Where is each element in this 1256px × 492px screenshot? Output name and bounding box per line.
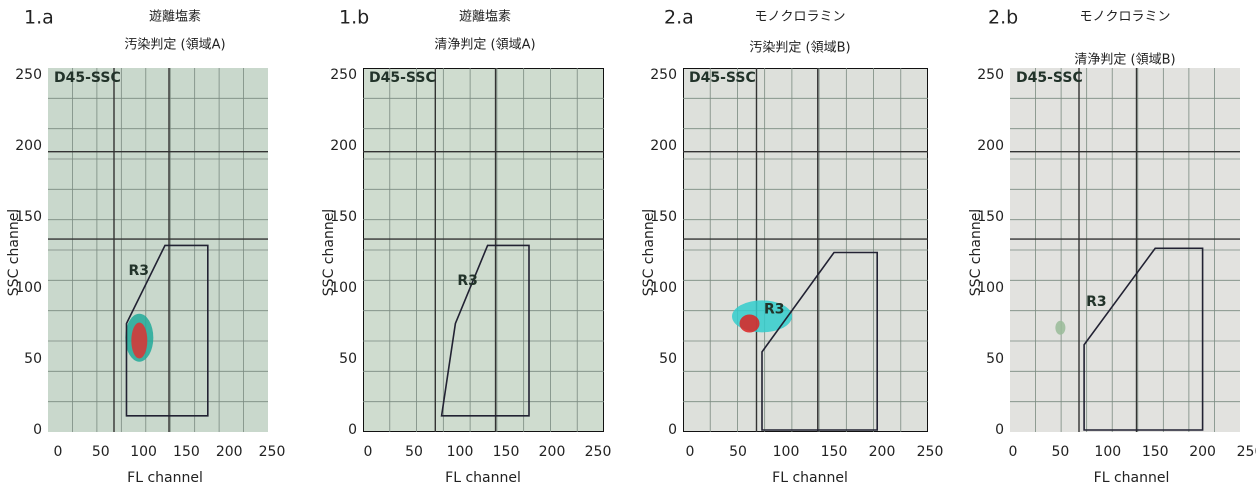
photo: D45-SSC R3 — [363, 68, 604, 432]
y-axis-label: SSC channel — [968, 209, 984, 296]
x-axis-label: FL channel — [127, 470, 203, 486]
x-tick-label: 0 — [1009, 444, 1018, 460]
x-tick-label: 100 — [130, 444, 157, 460]
x-tick-label: 250 — [1237, 444, 1256, 460]
event-cloud — [740, 315, 760, 333]
y-tick-label: 50 — [339, 351, 357, 367]
panel-label: 1.a — [24, 7, 54, 29]
event-cloud — [131, 323, 147, 359]
gate-label: R3 — [457, 273, 478, 289]
x-tick-label: 50 — [729, 444, 747, 460]
y-tick-label: 200 — [977, 138, 1004, 154]
y-tick-label: 0 — [995, 422, 1004, 438]
x-tick-label: 150 — [173, 444, 200, 460]
photo-label: D45-SSC — [54, 70, 121, 86]
x-tick-label: 100 — [773, 444, 800, 460]
photo: D45-SSC R3 — [1010, 68, 1240, 432]
y-tick-label: 0 — [668, 422, 677, 438]
x-tick-label: 0 — [364, 444, 373, 460]
y-tick-label: 50 — [659, 351, 677, 367]
y-tick-label: 250 — [15, 67, 42, 83]
title-line: 汚染判定 (領域B) — [749, 40, 850, 56]
x-tick-label: 250 — [259, 444, 286, 460]
photo-label: D45-SSC — [369, 70, 436, 86]
y-axis-label: SSC channel — [641, 209, 657, 296]
x-tick-label: 50 — [1051, 444, 1069, 460]
title-line: 清浄判定 (領域B) — [1074, 52, 1175, 68]
gate-label: R3 — [128, 263, 149, 279]
x-axis-label: FL channel — [445, 470, 521, 486]
panel-label: 2.a — [664, 7, 694, 29]
x-axis-label: FL channel — [772, 470, 848, 486]
x-tick-label: 250 — [917, 444, 944, 460]
x-tick-label: 150 — [1142, 444, 1169, 460]
y-tick-label: 50 — [24, 351, 42, 367]
x-tick-label: 100 — [447, 444, 474, 460]
y-tick-label: 200 — [650, 138, 677, 154]
x-tick-label: 200 — [869, 444, 896, 460]
event-cloud — [1055, 321, 1065, 335]
title-line: モノクロラミン — [1079, 10, 1170, 25]
photo-label: D45-SSC — [1016, 70, 1083, 86]
y-tick-label: 0 — [348, 422, 357, 438]
title-line: 清浄判定 (領域A) — [434, 37, 535, 53]
photo: D45-SSC R3 — [683, 68, 928, 432]
y-tick-label: 50 — [986, 351, 1004, 367]
photo-label: D45-SSC — [689, 70, 756, 86]
gate-label: R3 — [764, 301, 785, 317]
y-axis-label: SSC channel — [321, 209, 337, 296]
gate-label: R3 — [1086, 294, 1107, 310]
y-tick-label: 0 — [33, 422, 42, 438]
x-tick-label: 100 — [1094, 444, 1121, 460]
y-tick-label: 250 — [977, 67, 1004, 83]
title-line: 遊離塩素 — [459, 10, 511, 25]
x-axis-label: FL channel — [1094, 470, 1170, 486]
panel-label: 2.b — [988, 7, 1018, 29]
y-tick-label: 200 — [330, 138, 357, 154]
title-line: 汚染判定 (領域A) — [124, 37, 225, 53]
x-tick-label: 250 — [585, 444, 612, 460]
x-tick-label: 200 — [216, 444, 243, 460]
x-tick-label: 0 — [54, 444, 63, 460]
photo: D45-SSC R3 — [48, 68, 268, 432]
figure: D45-SSC R3 1.a 遊離塩素汚染判定 (領域A) 0 50 100 150 200 25… — [0, 0, 1256, 492]
title-line: モノクロラミン — [754, 10, 845, 25]
x-tick-label: 200 — [539, 444, 566, 460]
panel-label: 1.b — [339, 7, 369, 29]
x-tick-label: 200 — [1189, 444, 1216, 460]
title-line: 遊離塩素 — [149, 10, 201, 25]
x-tick-label: 50 — [92, 444, 110, 460]
x-tick-label: 150 — [821, 444, 848, 460]
y-axis-label: SSC channel — [6, 209, 22, 296]
x-tick-label: 150 — [493, 444, 520, 460]
y-tick-label: 250 — [650, 67, 677, 83]
x-tick-label: 50 — [405, 444, 423, 460]
y-tick-label: 200 — [15, 138, 42, 154]
x-tick-label: 0 — [686, 444, 695, 460]
y-tick-label: 250 — [330, 67, 357, 83]
